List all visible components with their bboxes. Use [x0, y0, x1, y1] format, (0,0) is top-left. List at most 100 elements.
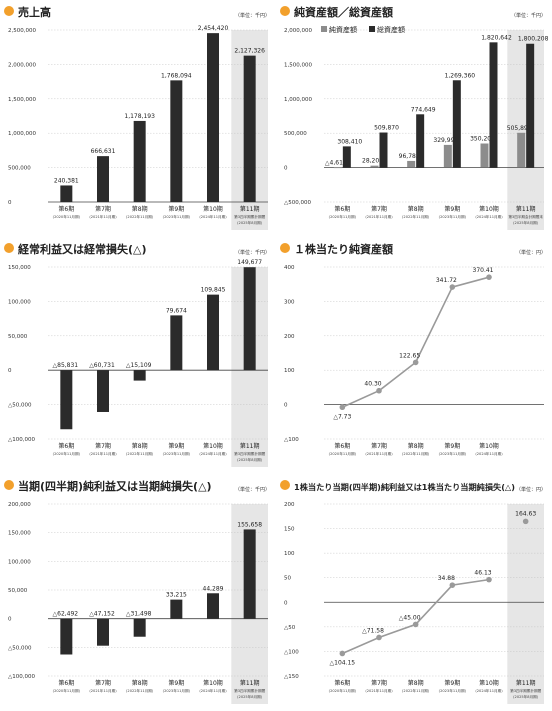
y-tick-label: 500,000 — [8, 166, 31, 172]
y-tick-label: △50,000 — [8, 403, 32, 409]
bar — [97, 370, 109, 412]
data-label: 44,289 — [203, 585, 224, 592]
x-tick-label: 第7期 — [371, 442, 387, 450]
x-tick-label: 第9期 — [168, 205, 184, 213]
bar — [407, 160, 416, 168]
x-tick-note: (2020年11月期) — [329, 688, 357, 693]
data-label: 46.13 — [474, 570, 491, 577]
y-tick-label: 0 — [284, 166, 288, 172]
y-tick-label: 400 — [284, 265, 295, 271]
bar — [333, 167, 342, 169]
y-tick-label: 1,500,000 — [284, 62, 312, 68]
bar — [133, 370, 146, 381]
bar — [243, 529, 256, 619]
data-label: △47,152 — [89, 611, 115, 618]
x-tick-note: (2021年11月期) — [89, 214, 117, 219]
data-label: 666,631 — [91, 148, 116, 155]
x-tick-note: (2022年11月期) — [126, 451, 154, 456]
y-tick-label: △150 — [284, 674, 299, 680]
title-dot-icon — [280, 6, 290, 16]
x-tick-label: 第10期 — [203, 205, 223, 213]
bar — [97, 156, 109, 202]
data-point — [486, 576, 492, 583]
x-tick-note: (2021年11月期) — [89, 451, 117, 456]
data-point — [339, 404, 346, 411]
y-tick-label: 150 — [284, 527, 295, 533]
bar — [60, 618, 73, 655]
bar — [170, 315, 183, 371]
x-tick-note: (2025年8月期) — [237, 457, 263, 462]
data-label: 79,674 — [166, 307, 187, 314]
unit-label: （単位：千円） — [511, 12, 546, 19]
legend-swatch — [369, 26, 375, 32]
data-label: 1,178,193 — [124, 113, 155, 120]
data-label: 149,677 — [237, 259, 262, 266]
x-tick-note: (2020年11月期) — [53, 214, 81, 219]
bar — [526, 43, 535, 168]
y-tick-label: 100,000 — [8, 559, 31, 565]
bar — [97, 618, 109, 646]
x-tick-label: 第6期 — [58, 679, 74, 687]
x-tick-label: 第11期 — [240, 679, 260, 687]
y-tick-label: △100,000 — [8, 674, 35, 680]
data-point — [376, 634, 382, 641]
data-label: 34.88 — [438, 575, 455, 582]
bar — [60, 185, 73, 202]
x-tick-note: (2022年11月期) — [402, 451, 430, 456]
x-tick-label: 第8期 — [132, 205, 148, 213]
chart-eps: 1株当たり当期(四半期)純利益又は1株当たり当期純損失(△) （単位：円） △150… — [280, 480, 546, 704]
y-tick-label: 1,000,000 — [8, 131, 36, 137]
legend-label: 純資産額 — [329, 25, 357, 34]
data-label: 329,995 — [433, 137, 458, 144]
x-tick-note: (2024年11月期) — [475, 214, 503, 219]
unit-label: （単位：円） — [516, 249, 546, 256]
x-tick-label: 第9期 — [444, 442, 460, 450]
x-tick-note: (2024年11月期) — [475, 451, 503, 456]
x-tick-label: 第10期 — [479, 679, 499, 687]
y-tick-label: 2,000,000 — [8, 62, 36, 68]
data-label: △15,109 — [126, 362, 152, 369]
panel-bps: １株当たり純資産額 （単位：円） △100 0 100 200 300 400 第6期 (2020… — [276, 237, 552, 474]
chart-assets: 純資産額／総資産額 （単位：千円） △500,000 0 500,000 1,000,00… — [280, 5, 549, 230]
bar — [480, 143, 489, 168]
x-tick-label: 第7期 — [95, 442, 111, 450]
x-tick-note: (2020年11月期) — [53, 451, 81, 456]
x-tick-note: (2024年11月期) — [199, 688, 227, 693]
legend-swatch — [321, 26, 327, 32]
x-tick-label: 第9期 — [168, 442, 184, 450]
bar — [207, 593, 219, 619]
x-tick-label: 第6期 — [334, 679, 350, 687]
bar — [243, 55, 256, 203]
x-tick-note: (2021年11月期) — [365, 688, 393, 693]
data-point — [449, 582, 456, 588]
data-label: △31,498 — [126, 611, 152, 618]
x-tick-note: 第3四半期累計期間 — [234, 451, 265, 456]
chart-title: 当期(四半期)純利益又は当期純損失(△) — [18, 479, 212, 493]
data-label: 155,658 — [237, 521, 262, 528]
x-tick-note: (2025年8月期) — [237, 220, 263, 225]
x-tick-note: (2025年8月期) — [513, 220, 539, 225]
x-tick-note: (2023年11月期) — [163, 688, 191, 693]
x-tick-label: 第6期 — [334, 205, 350, 213]
x-tick-note: 第3四半期累計期間 — [234, 214, 265, 219]
x-tick-note: (2024年11月期) — [475, 688, 503, 693]
y-tick-label: 300 — [284, 299, 295, 305]
panel-net: 当期(四半期)純利益又は当期純損失(△) （単位：千円） △100,000 △50,0… — [0, 474, 276, 711]
bar — [133, 618, 146, 637]
title-dot-icon — [4, 243, 14, 253]
x-tick-note: (2023年11月期) — [439, 688, 467, 693]
chart-sales: 売上高 （単位：千円） 0 500,000 1,000,000 1,500,000 2,00… — [4, 5, 270, 230]
data-label: 505,892 — [507, 125, 532, 132]
data-label: △60,731 — [89, 362, 115, 369]
data-label: 2,454,420 — [198, 25, 229, 32]
bar — [170, 80, 183, 202]
chart-bps: １株当たり純資産額 （単位：円） △100 0 100 200 300 400 第6期(2020… — [280, 242, 546, 456]
y-tick-label: 50,000 — [8, 334, 28, 340]
data-label: 240,381 — [54, 177, 79, 184]
y-tick-label: 0 — [8, 200, 12, 206]
data-point — [412, 621, 419, 628]
y-tick-label: △100 — [284, 649, 299, 655]
data-label: 96,783 — [399, 153, 420, 160]
unit-label: （単位：千円） — [235, 486, 270, 493]
panel-sales: 売上高 （単位：千円） 0 500,000 1,000,000 1,500,000 2,00… — [0, 0, 276, 237]
